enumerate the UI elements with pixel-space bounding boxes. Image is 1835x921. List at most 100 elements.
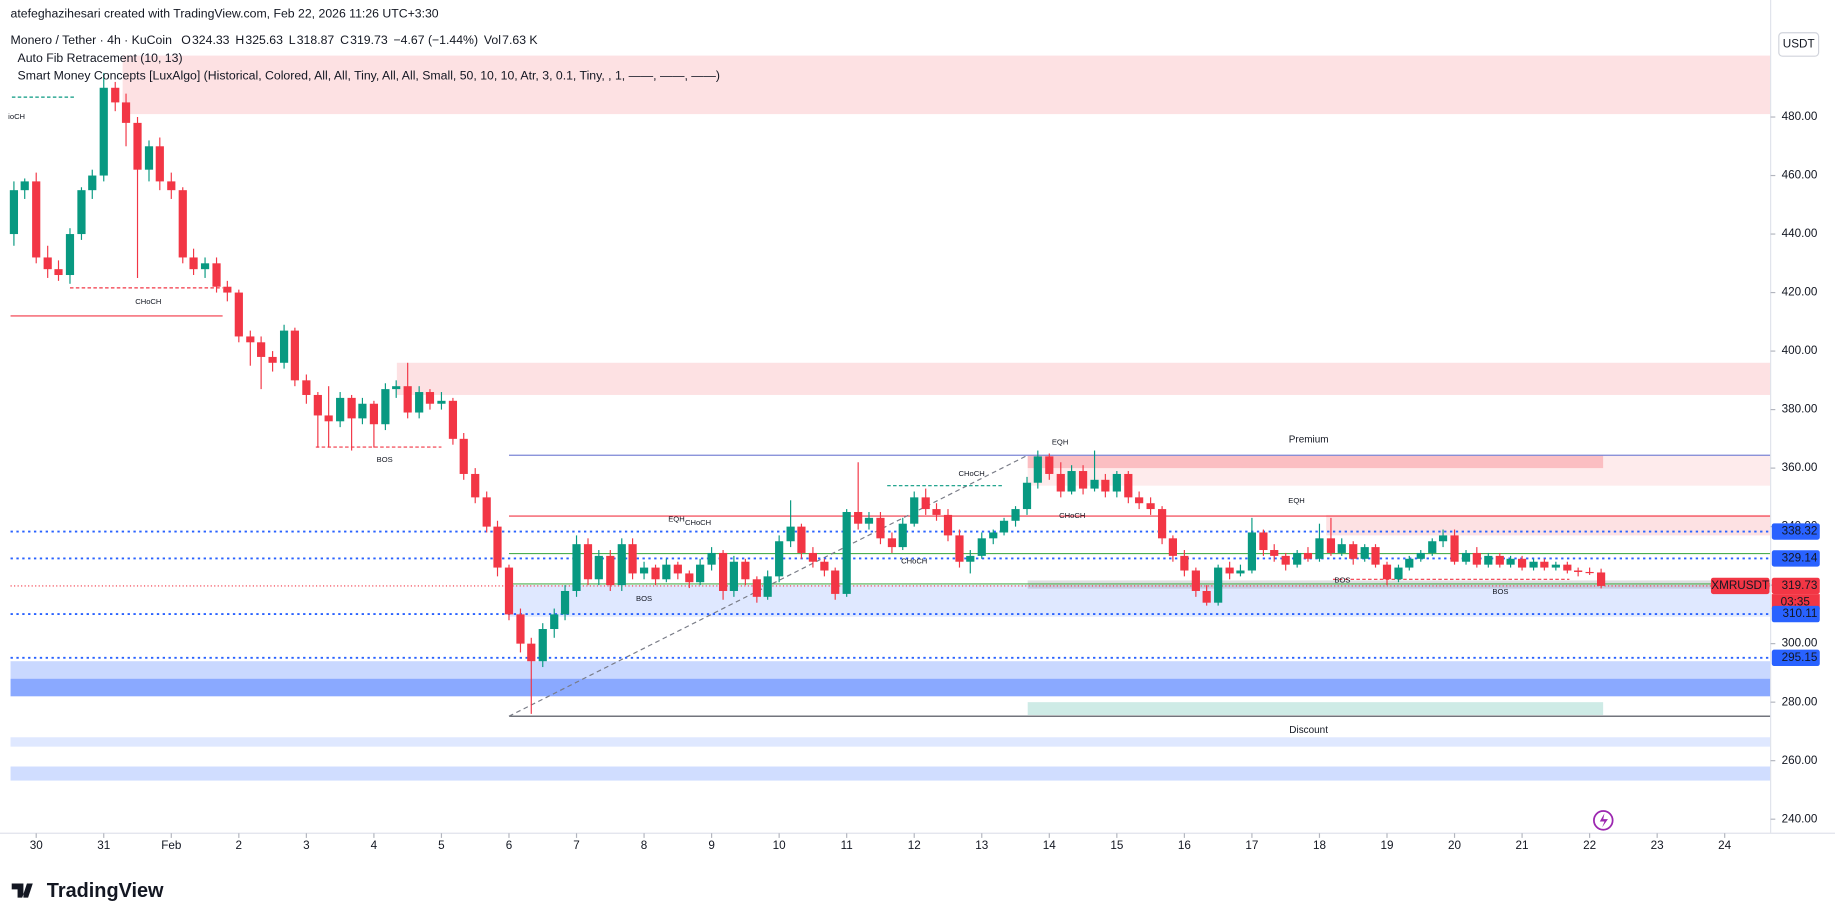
candle-body [786,526,795,542]
smc-zone [10,661,1771,679]
x-tick-label: 17 [1245,839,1258,852]
candle-body [639,567,649,574]
smc-zone [508,585,1771,617]
candle-body [189,257,198,270]
candle-body [336,397,345,422]
candle-body [1349,544,1358,559]
candle-body [1382,564,1392,580]
symbol: Monero / Tether · 4h · KuCoin [11,33,173,47]
candle-body [910,497,919,524]
legend: Monero / Tether · 4h · KuCoin Auto Fib R… [11,33,720,82]
candle-body [538,629,547,662]
candle-body [1090,479,1099,489]
indicator: Smart Money Concepts [LuxAlgo] (Historic… [18,68,720,82]
currency-box[interactable] [1778,32,1820,57]
candle-body [628,544,637,574]
candle-body [54,269,63,276]
candle-body [415,392,424,413]
ohlc-label: O [181,33,191,47]
y-tick-label: 400.00 [1782,344,1818,357]
currency: USDT [1783,38,1815,51]
candle-body [200,263,210,270]
symbol-box [1710,577,1770,595]
y-tick-label: 480.00 [1782,110,1818,123]
ohlc-label: L [289,33,296,47]
candle-body [1259,532,1268,551]
candle-body [662,564,671,580]
countdown: 03:35 [1781,595,1811,608]
x-tick-label: 15 [1110,839,1124,852]
candle-body [651,567,660,580]
y-tick-label: 280.00 [1782,695,1818,708]
y-tick-label: 300.00 [1782,637,1818,650]
candle-body [1405,558,1414,568]
candle-body [763,576,772,597]
y-tick-label: 380.00 [1782,403,1818,416]
candle-body [1438,535,1448,542]
volume-label: Vol [484,33,501,47]
candle-body [854,511,863,524]
candle-body [1529,561,1538,568]
price-label: 329.14 [1782,551,1818,564]
smc-label: EQH [1288,496,1304,505]
candle-body [966,555,975,562]
candle-body [808,552,818,562]
candle-body [1315,538,1324,559]
candle-body [155,146,164,182]
candle-body [290,330,299,381]
candle-body [707,552,716,565]
candle-body [1011,509,1020,521]
candle-body [448,400,458,439]
smc-label: CHoCH [901,557,927,566]
candle-body [741,561,750,580]
x-tick-label: Feb [161,839,182,852]
price-label-box [1771,649,1820,667]
alert-icon[interactable] [1593,810,1614,831]
price-label-box [1771,605,1820,623]
x-tick-label: 7 [573,839,580,852]
candle-body [144,146,154,170]
smc-zone [122,55,1771,115]
candle-body [550,614,559,630]
candle-body [246,336,255,343]
candle-body [606,555,615,586]
candle-body [403,386,412,413]
candle-body [560,590,570,615]
candle-body [1326,538,1336,553]
x-tick-label: 21 [1516,839,1529,852]
x-tick-label: 30 [30,839,44,852]
candle-body [932,509,941,515]
candle-body [99,87,108,176]
candle-body [302,380,311,395]
candle-body [43,257,52,270]
candle-body [1270,550,1279,556]
candle-body [572,544,581,591]
candle-body [1135,497,1144,504]
candle-body [493,526,502,568]
smc-label: BOS [377,455,393,464]
candle-body [1168,538,1177,556]
ohlc-value: 325.63 [245,33,283,47]
change: −4.67 (−1.44%) [394,33,479,47]
x-tick-label: 8 [641,839,648,852]
candle-body [527,643,536,662]
price-label: 319.73 [1782,579,1818,592]
candle-body [1450,535,1459,562]
smc-zone [1027,455,1771,486]
candle-body [1225,567,1234,574]
x-tick-label: 11 [841,839,853,852]
candle-body [381,389,390,425]
smc-zone [1027,702,1604,716]
candle-body [1022,482,1032,510]
candle-body [583,544,593,580]
candle-body [673,564,682,574]
price-label-box [1771,577,1820,595]
candle-body [212,263,221,287]
candle-body [1191,570,1200,591]
credit: atefeghazihesari created with TradingVie… [11,6,439,20]
candle-body [133,122,142,170]
candle-body [9,190,19,235]
candle-body [1157,509,1167,539]
smc-label: BOS [636,594,652,603]
smc-label: CHoCH [1059,511,1085,520]
